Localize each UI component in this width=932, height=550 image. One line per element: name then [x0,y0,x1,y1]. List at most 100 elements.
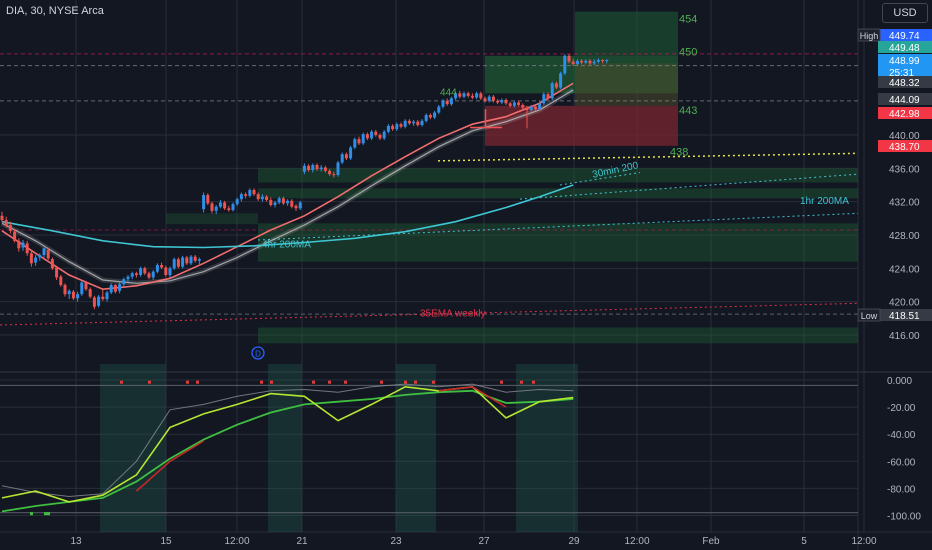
candle-body[interactable] [210,203,214,211]
candle[interactable] [260,194,264,202]
candle[interactable] [445,98,449,106]
candle-body[interactable] [214,206,218,211]
candle[interactable] [361,132,365,146]
candle-body[interactable] [13,231,17,241]
candle[interactable] [378,133,382,140]
candle-body[interactable] [118,284,122,291]
candle[interactable] [185,255,189,265]
candle-body[interactable] [273,202,277,206]
candle-body[interactable] [441,100,445,107]
candle-body[interactable] [512,102,516,106]
candle[interactable] [176,257,180,269]
candle[interactable] [496,99,500,105]
symbol-title[interactable]: DIA, 30, NYSE Arca [6,5,104,17]
candle-body[interactable] [374,131,378,135]
candle-body[interactable] [105,292,109,300]
candle[interactable] [105,290,109,302]
candle-body[interactable] [424,115,428,121]
candle-body[interactable] [336,162,340,176]
candle-body[interactable] [101,296,105,300]
candle[interactable] [172,257,176,271]
candle-body[interactable] [0,215,4,220]
candle[interactable] [504,98,508,105]
candle-body[interactable] [315,165,319,170]
candle[interactable] [143,266,147,275]
candle[interactable] [25,240,29,256]
candle[interactable] [596,58,600,64]
candle[interactable] [580,59,584,65]
candle[interactable] [71,290,75,300]
candle-body[interactable] [25,243,29,254]
candle-body[interactable] [59,276,63,285]
candle[interactable] [189,255,193,265]
candle[interactable] [4,216,8,228]
candle-body[interactable] [76,294,80,299]
candle-body[interactable] [231,204,235,210]
candle-body[interactable] [395,124,399,130]
candle[interactable] [256,192,260,201]
candle[interactable] [134,271,138,278]
price-badge[interactable] [878,29,932,41]
candle[interactable] [328,169,332,176]
candle[interactable] [193,255,197,263]
candle-body[interactable] [483,98,487,101]
candle[interactable] [29,250,33,267]
candle[interactable] [273,200,277,208]
candle-body[interactable] [353,139,357,148]
candle-body[interactable] [420,120,424,125]
candle-body[interactable] [340,154,344,163]
candle-body[interactable] [403,120,407,127]
candle-body[interactable] [252,190,256,195]
candle[interactable] [550,81,554,100]
candle[interactable] [454,91,458,100]
candle[interactable] [197,257,201,265]
candle-body[interactable] [538,103,542,110]
candle[interactable] [118,281,122,294]
candle-body[interactable] [8,225,12,231]
candle-body[interactable] [445,100,449,105]
candle-body[interactable] [189,256,193,264]
candle[interactable] [164,265,168,277]
candle[interactable] [529,105,533,112]
candle[interactable] [500,98,504,105]
candle-body[interactable] [357,139,361,144]
candle[interactable] [122,277,126,287]
candle[interactable] [567,54,571,64]
price-badge[interactable] [878,54,932,78]
candle-body[interactable] [164,267,168,276]
price-badge[interactable] [878,41,932,53]
candle[interactable] [113,284,117,294]
candle-body[interactable] [302,165,306,172]
candle[interactable] [340,152,344,165]
candle[interactable] [63,283,67,297]
candle[interactable] [126,275,130,282]
candle-body[interactable] [298,202,302,209]
candle-body[interactable] [407,120,411,124]
candle-body[interactable] [504,100,508,104]
candle[interactable] [571,59,575,66]
candle[interactable] [575,59,579,66]
candle-body[interactable] [466,93,470,96]
candle-body[interactable] [559,73,563,88]
candle[interactable] [424,113,428,123]
candle[interactable] [584,59,588,65]
candle-body[interactable] [122,279,126,285]
candle[interactable] [269,197,273,207]
candle-body[interactable] [386,125,390,132]
candle-body[interactable] [160,265,164,268]
candle-body[interactable] [412,121,416,124]
candle-body[interactable] [109,285,113,293]
candle-body[interactable] [227,208,231,210]
candle[interactable] [546,92,550,101]
candle[interactable] [101,290,105,301]
candle[interactable] [0,211,4,223]
candles-layer[interactable] [0,54,609,310]
candle-body[interactable] [50,259,54,269]
candle-body[interactable] [487,96,491,101]
candle[interactable] [332,171,336,178]
candle[interactable] [239,192,243,202]
candle-body[interactable] [550,83,554,99]
candle-body[interactable] [454,93,458,99]
candle[interactable] [323,165,327,173]
candle-body[interactable] [533,106,537,110]
